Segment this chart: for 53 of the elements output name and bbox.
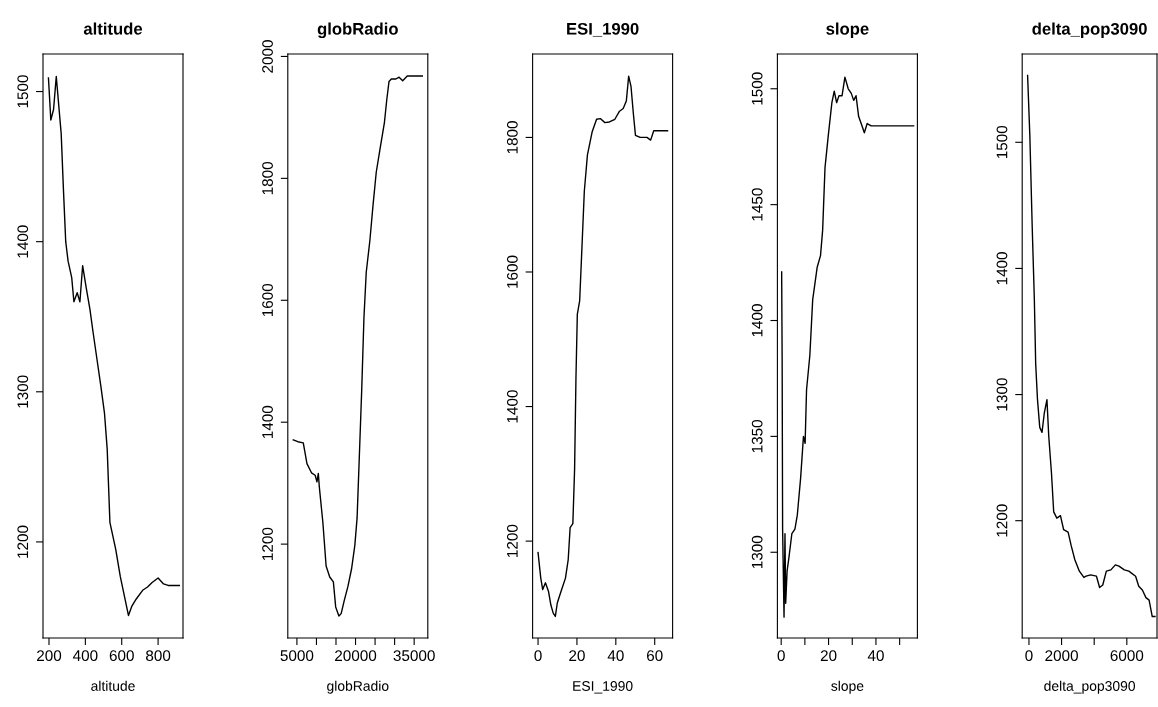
y-tick-label: 1300 [996, 378, 1008, 411]
y-tick-label: 1200 [262, 527, 273, 560]
y-tick-label: 1300 [751, 535, 763, 569]
y-tick-label: 1200 [506, 524, 518, 557]
chart-title: globRadio [317, 22, 398, 39]
x-tick-label: 20 [820, 650, 837, 662]
x-tick-label: 6000 [1110, 650, 1144, 662]
chart-title: altitude [83, 22, 143, 35]
y-tick-label: 1300 [17, 375, 29, 408]
x-tick-label: 5000 [280, 650, 314, 662]
y-tick-label: 1400 [996, 252, 1008, 285]
y-tick-label: 1400 [751, 304, 763, 337]
line-series [47, 75, 181, 617]
x-tick-label: 200 [37, 650, 62, 662]
y-tick-label: 1800 [262, 161, 273, 195]
y-tick-label: 1400 [262, 405, 273, 439]
chart-title: ESI_1990 [567, 22, 639, 37]
x-tick-label: 40 [867, 650, 884, 662]
y-tick-label: 1200 [17, 525, 29, 558]
x-tick-label: 40 [607, 650, 624, 662]
y-tick-label: 2000 [262, 40, 273, 73]
y-tick-label: 1800 [506, 121, 518, 154]
y-tick-label: 1600 [262, 283, 273, 317]
line-series [780, 76, 915, 618]
x-tick-label: 0 [777, 650, 785, 662]
x-tick-label: 0 [1025, 650, 1033, 662]
x-tick-label: 20000 [335, 650, 377, 662]
chart-title: slope [826, 22, 869, 39]
line-series [292, 75, 424, 617]
x-axis-title: ESI_1990 [573, 681, 633, 694]
x-tick-label: 35000 [393, 650, 435, 662]
x-axis-title: globRadio [327, 680, 389, 694]
x-tick-label: 600 [109, 650, 134, 662]
y-tick-label: 1600 [506, 255, 518, 288]
y-tick-label: 1400 [506, 390, 518, 423]
x-tick-label: 0 [534, 650, 542, 662]
x-tick-label: 400 [72, 650, 98, 662]
y-tick-label: 1200 [996, 504, 1008, 537]
chart-title: delta_pop3090 [1032, 22, 1147, 39]
y-tick-label: 1450 [751, 188, 763, 221]
y-tick-label: 1400 [17, 225, 29, 258]
y-tick-label: 1500 [996, 125, 1008, 159]
line-series [537, 75, 669, 618]
y-tick-label: 1350 [751, 419, 763, 453]
x-tick-label: 2000 [1045, 650, 1078, 662]
x-axis-title: slope [831, 680, 864, 694]
y-tick-label: 1500 [751, 72, 763, 105]
y-tick-label: 1500 [17, 75, 29, 108]
x-tick-label: 20 [569, 650, 585, 662]
x-tick-label: 800 [146, 650, 171, 662]
x-tick-label: 60 [646, 650, 663, 662]
x-axis-title: altitude [91, 680, 135, 691]
x-axis-title: delta_pop3090 [1044, 680, 1136, 694]
